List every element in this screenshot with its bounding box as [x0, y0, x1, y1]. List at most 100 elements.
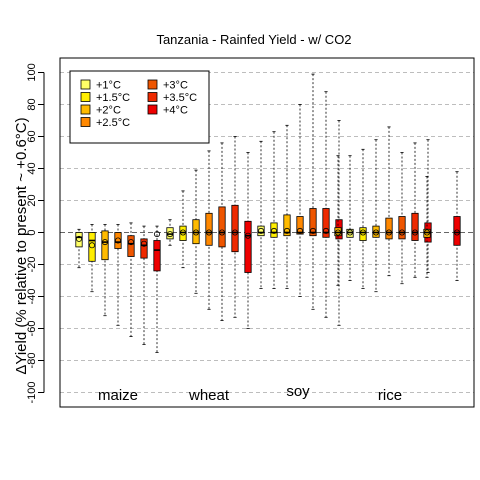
box-body [153, 240, 161, 272]
mean-marker [270, 227, 277, 234]
mean-marker [166, 231, 173, 238]
box-body [322, 208, 330, 238]
crop-label-maize: maize [98, 387, 138, 404]
mean-marker [76, 235, 83, 242]
box-wheat [244, 152, 252, 329]
mean-marker [257, 227, 264, 234]
box-soy [296, 104, 304, 297]
box-wheat [166, 219, 174, 246]
y-tick-label: -60 [26, 321, 38, 337]
y-tick-label: 40 [26, 162, 38, 174]
box-maize [140, 225, 148, 345]
box-wheat [192, 169, 200, 294]
legend-swatch [80, 79, 91, 90]
box-soy [283, 124, 291, 289]
y-tick-label: 20 [26, 194, 38, 206]
box-maize [114, 224, 122, 326]
legend-label: +3.5°C [163, 92, 197, 104]
crop-label-soy: soy [286, 383, 310, 400]
mean-marker [205, 229, 212, 236]
box-soy [335, 120, 343, 326]
crop-label-wheat: wheat [188, 387, 230, 404]
box-rice [423, 176, 431, 278]
mean-marker [127, 239, 134, 246]
mean-marker [244, 232, 251, 239]
box-body [398, 216, 406, 240]
box-rice [398, 152, 406, 285]
mean-marker [192, 229, 199, 236]
box-body [270, 222, 278, 238]
box-body [101, 230, 109, 261]
mean-marker [296, 227, 303, 234]
box-wheat [179, 190, 187, 269]
box-wheat [205, 150, 213, 310]
box-rice [385, 126, 393, 277]
box-soy [309, 73, 317, 310]
mean-marker [231, 229, 238, 236]
box-body [75, 232, 83, 248]
crop-label-rice: rice [378, 387, 402, 404]
mean-marker [398, 229, 405, 236]
crop-labels: maize wheat soy rice [98, 383, 402, 404]
box-maize [127, 222, 135, 337]
box-maize [101, 224, 109, 317]
mean-marker [153, 231, 160, 238]
y-tick-label: 0 [26, 229, 38, 235]
legend-swatch [80, 92, 91, 102]
box-body [231, 204, 239, 253]
mean-marker [385, 229, 392, 236]
y-tick-label: -80 [26, 353, 38, 369]
box-soy [270, 131, 278, 289]
box-wheat [231, 136, 239, 318]
box-wheat [218, 142, 226, 321]
boxes-layer [75, 73, 461, 353]
box-body [283, 214, 291, 237]
mean-marker [411, 229, 418, 236]
box-body [309, 208, 317, 237]
y-tick-label: 60 [26, 130, 38, 142]
legend-label: +1.5°C [96, 92, 130, 104]
box-maize [153, 225, 161, 353]
box-body [411, 212, 419, 241]
legend-swatch [80, 104, 91, 115]
box-body [114, 232, 122, 249]
box-maize [88, 224, 96, 293]
box-rice [411, 142, 419, 278]
box-soy [322, 91, 330, 318]
box-body [359, 227, 367, 241]
mean-marker [309, 227, 316, 234]
box-body [218, 206, 226, 248]
legend: +1°C+1.5°C+2°C+2.5°C +3°C+3.5°C+4°C [69, 70, 210, 144]
legend-label: +2.5°C [96, 117, 130, 129]
legend-label: +1°C [96, 80, 121, 92]
y-tick-label: -40 [26, 289, 38, 305]
y-tick-label: -20 [26, 257, 38, 273]
mean-marker [115, 237, 122, 244]
mean-marker [334, 229, 341, 236]
legend-label: +2°C [96, 105, 121, 117]
legend-frame [69, 70, 210, 144]
mean-marker [283, 227, 290, 234]
box-soy [334, 155, 342, 286]
legend-swatch [80, 117, 91, 127]
mean-marker [218, 229, 225, 236]
box-body [453, 216, 461, 246]
box-body [257, 225, 265, 237]
box-body [385, 217, 393, 240]
y-tick-label: 100 [26, 63, 38, 81]
box-body [88, 232, 96, 262]
mean-marker [372, 229, 379, 236]
box-rice [359, 148, 367, 289]
legend-swatch [147, 79, 158, 90]
mean-marker [346, 229, 353, 236]
legend-swatch [147, 104, 158, 115]
box-body [244, 220, 252, 273]
box-rice [453, 171, 461, 281]
box-rice [346, 155, 354, 281]
legend-swatch [147, 92, 158, 102]
mean-marker [179, 229, 186, 236]
box-body [205, 212, 213, 246]
grid [60, 72, 474, 393]
box-body [140, 238, 148, 259]
